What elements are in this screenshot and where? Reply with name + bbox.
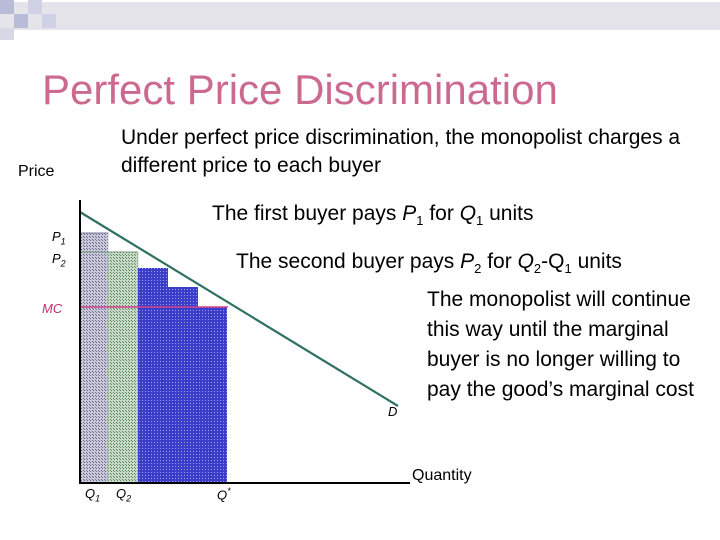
quantity-tick-q2: Q2	[116, 486, 132, 504]
annotation-marginal-buyer: The monopolist will continue this way un…	[427, 288, 694, 401]
y-axis-label: Price	[18, 163, 55, 180]
quantity-tick-q1: Q1	[85, 486, 101, 504]
fifth-buyer-block	[198, 307, 227, 483]
annotation-first-buyer: The first buyer pays P1 for Q1 units	[212, 202, 534, 229]
header-decoration	[0, 0, 720, 40]
x-axis-label: Quantity	[412, 467, 472, 484]
annotation-second-buyer: The second buyer pays P2 for Q2-Q1 units	[236, 250, 622, 277]
fourth-buyer-block	[168, 287, 198, 483]
third-buyer-block	[138, 268, 168, 483]
demand-curve	[79, 211, 399, 407]
demand-label: D	[388, 404, 398, 419]
first-buyer-block	[79, 232, 109, 484]
quantity-tick-qstar: Q*	[217, 486, 231, 503]
mc-label: MC	[42, 301, 63, 316]
price-tick-p2: P2	[52, 251, 66, 269]
slide-subtitle: Under perfect price discrimination, the …	[121, 126, 681, 177]
slide-title: Perfect Price Discrimination	[42, 66, 558, 113]
price-tick-p1: P1	[52, 229, 66, 247]
second-buyer-block	[107, 251, 139, 484]
